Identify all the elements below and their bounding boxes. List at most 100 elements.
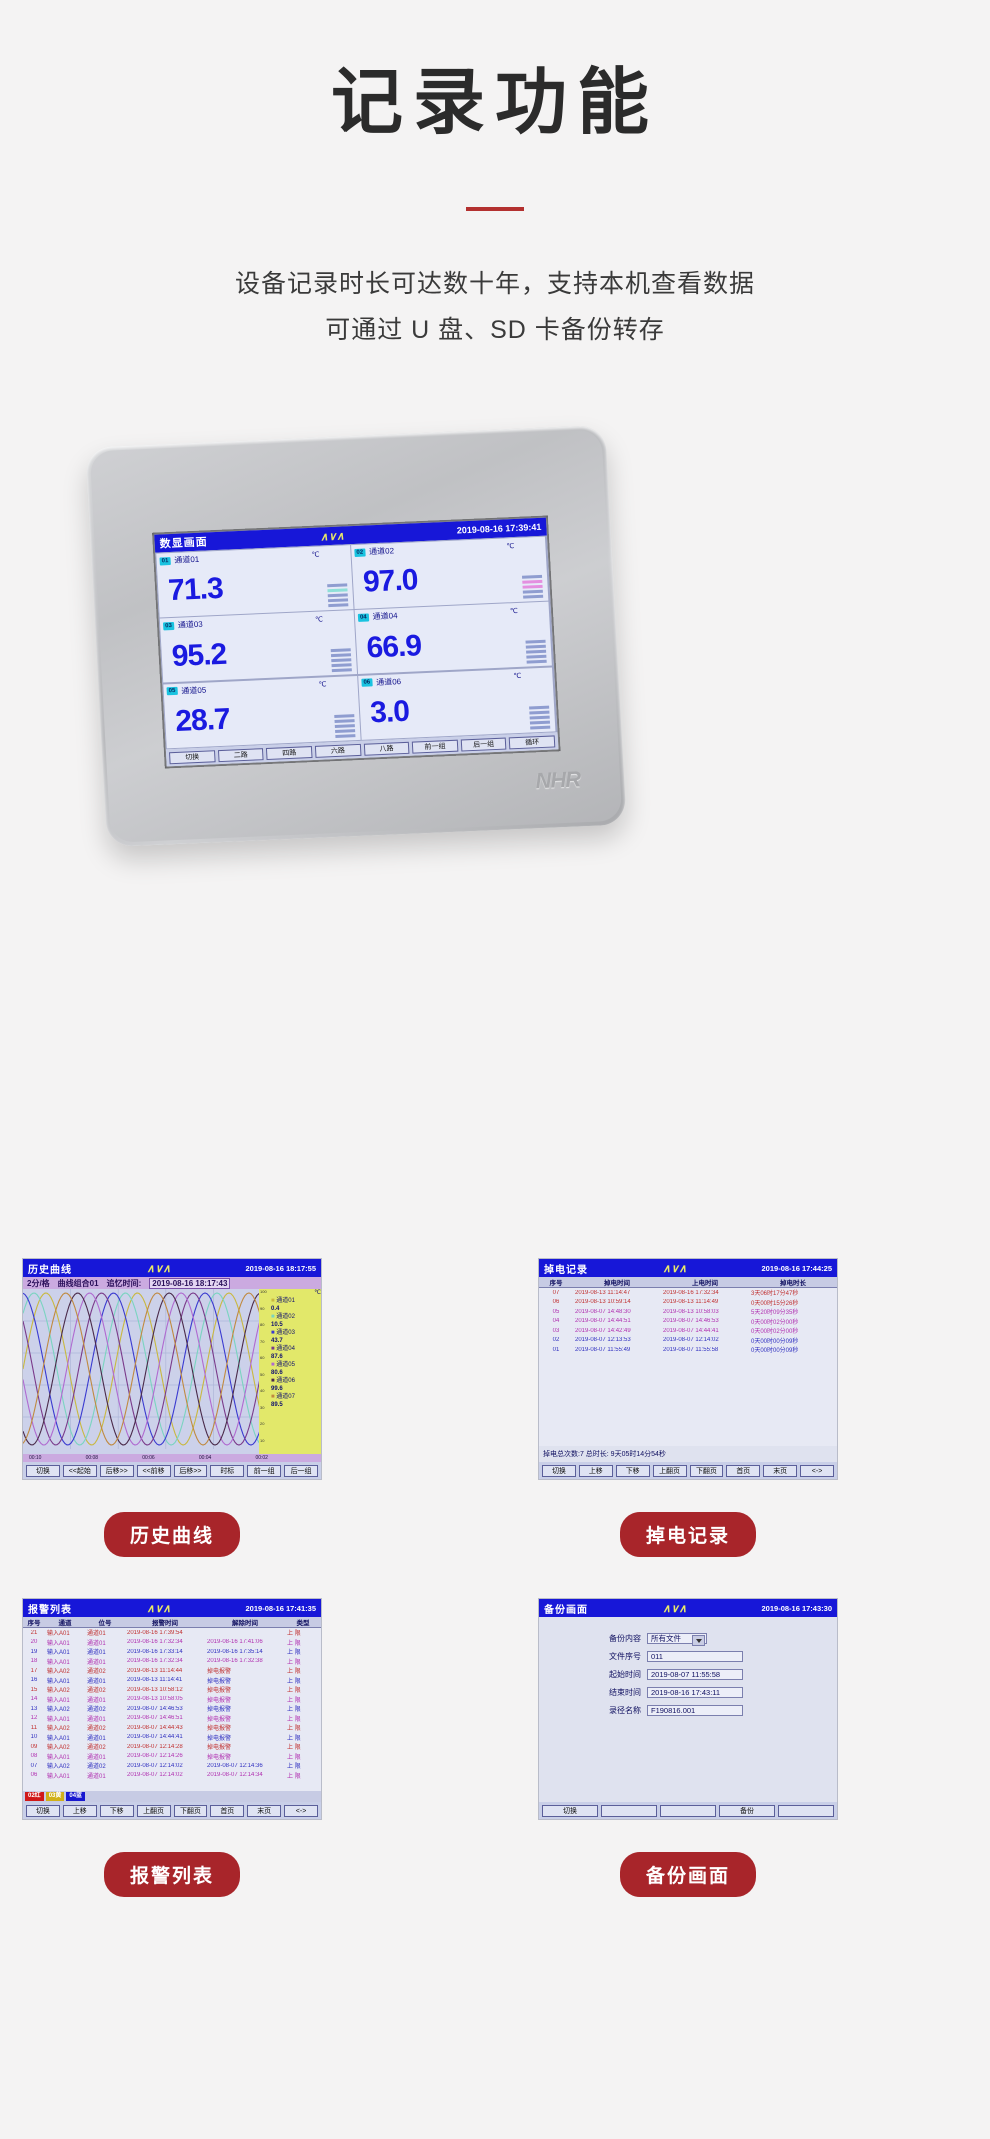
hc-button-bar[interactable]: 切换 <<起始 后移>> <<前移 后移>> 时标 前一组 后一组 [23,1462,321,1479]
curve-trace [23,1292,259,1446]
screen-button[interactable]: 首页 [210,1804,245,1817]
screen-button[interactable]: 切换 [168,749,216,764]
table-cell: 2019-08-07 14:48:30 [575,1308,631,1315]
hc-recall-time[interactable]: 2019-08-16 18:17:43 [149,1277,231,1289]
field-input[interactable]: F190816.001 [647,1705,743,1716]
screen-button[interactable] [660,1804,716,1817]
table-row[interactable]: 03 2019-08-07 14:42:49 2019-08-07 14:44:41… [539,1326,837,1336]
screen-button[interactable]: 上翻页 [136,1804,171,1817]
table-row[interactable]: 04 2019-08-07 14:44:51 2019-08-07 14:46:53… [539,1317,837,1327]
table-row[interactable]: 09 输入A02 通道02 2019-08-07 12:14:28 掉电报警 上 限 [23,1742,321,1752]
screen-button[interactable]: 后一组 [284,1464,318,1477]
table-row[interactable]: 07 输入A02 通道02 2019-08-07 12:14:02 2019-08-07… [23,1761,321,1771]
screen-button[interactable]: 下翻页 [689,1464,724,1477]
pl-button-bar[interactable]: 切换 上移 下移 上翻页 下翻页 首页 末页 <-> [539,1462,837,1479]
screen-button[interactable]: 四路 [266,745,313,760]
screen-button[interactable]: 下移 [615,1464,650,1477]
screen-button[interactable]: 切换 [542,1804,598,1817]
column-header: 类型 [296,1620,310,1627]
channel-cell[interactable]: 06 通道06 ℃ 3.0 [358,667,556,740]
table-row[interactable]: 06 2019-08-13 10:59:14 2019-08-13 11:14:49… [539,1298,837,1308]
table-row[interactable]: 05 2019-08-07 14:48:30 2019-08-13 10:58:03… [539,1307,837,1317]
table-row[interactable]: 20 输入A01 通道01 2019-08-16 17:32:34 2019-08-16… [23,1638,321,1648]
screen-button[interactable]: 上翻页 [652,1464,687,1477]
screen-button[interactable]: 下翻页 [173,1804,208,1817]
thumb-alarm-list[interactable]: 报警列表 ∧∨∧ 2019-08-16 17:41:35 序号 通道 位号 报警时间 解… [22,1598,322,1897]
screen-button[interactable]: 切换 [26,1464,60,1477]
channel-cell[interactable]: 04 通道04 ℃ 66.9 [354,601,552,675]
screen-button[interactable] [601,1804,657,1817]
curve-trace [23,1292,259,1446]
table-cell: 输入A02 [47,1764,70,1771]
table-row[interactable]: 07 2019-08-13 11:14:47 2019-08-16 17:32:34… [539,1288,837,1298]
thumb-history-curve[interactable]: 历史曲线 ∧∨∧ 2019-08-16 18:17:55 2分/格 曲线组合01… [22,1258,322,1557]
field-input[interactable]: 2019-08-07 11:55:58 [647,1669,743,1680]
table-row[interactable]: 16 输入A01 通道01 2019-08-13 11:14:41 掉电报警 上 限 [23,1676,321,1686]
table-row[interactable]: 17 输入A02 通道02 2019-08-13 11:14:44 掉电报警 上 限 [23,1666,321,1676]
screen-button[interactable]: 首页 [726,1464,761,1477]
table-row[interactable]: 21 输入A01 通道01 2019-08-16 17:39:54 上 限 [23,1628,321,1638]
screen-button[interactable]: 前一组 [411,739,459,754]
table-row[interactable]: 14 输入A01 通道01 2019-08-13 10:58:05 掉电报警 上 限 [23,1695,321,1705]
table-cell: 上 限 [287,1640,301,1647]
screen-button[interactable]: <-> [284,1804,318,1817]
field-input[interactable]: 2019-08-16 17:43:11 [647,1687,743,1698]
table-cell: 05 [552,1308,560,1315]
table-cell: 2019-08-16 17:33:14 [127,1648,183,1655]
screen-button[interactable]: 下移 [99,1804,134,1817]
screen-button[interactable]: 备份 [719,1804,775,1817]
table-row[interactable]: 11 输入A02 通道02 2019-08-07 14:44:43 掉电报警 上 限 [23,1723,321,1733]
page-title: 记录功能 [330,63,659,143]
table-row[interactable]: 02 2019-08-07 12:13:53 2019-08-07 12:14:02… [539,1336,837,1346]
column-header: 掉电时长 [780,1280,806,1287]
table-row[interactable]: 12 输入A01 通道01 2019-08-07 14:46:51 掉电报警 上 限 [23,1714,321,1724]
screen-button[interactable]: 后移>> [99,1464,134,1477]
channel-cell[interactable]: 03 通道03 ℃ 95.2 [159,610,358,683]
table-cell: 2019-08-13 11:14:47 [575,1289,631,1296]
table-cell: 2019-08-07 12:13:53 [575,1337,631,1344]
table-row[interactable]: 10 输入A01 通道01 2019-08-07 14:44:41 掉电报警 上 限 [23,1733,321,1743]
screen-button[interactable]: 前一组 [247,1464,282,1477]
table-cell: 掉电报警 [207,1726,232,1733]
field-input[interactable]: 011 [647,1651,743,1662]
y-tick-label: 70 [260,1338,265,1344]
screen-button[interactable]: 二路 [217,747,264,762]
screen-button[interactable]: 时标 [210,1464,245,1477]
field-select[interactable]: 所有文件 [647,1633,707,1646]
bk-button-bar[interactable]: 切换 备份 [539,1802,837,1819]
table-row[interactable]: 08 输入A01 通道01 2019-08-07 12:14:26 掉电报警 上 限 [23,1752,321,1762]
channel-cell[interactable]: 02 通道02 ℃ 97.0 [351,536,549,610]
table-row[interactable]: 15 输入A02 通道02 2019-08-13 10:58:12 掉电报警 上 限 [23,1685,321,1695]
screen-button[interactable]: 上移 [578,1464,613,1477]
table-cell: 输入A01 [47,1773,70,1780]
thumb-backup[interactable]: 备份画面 ∧∨∧ 2019-08-16 17:43:30 备份内容 所有文件 文件序… [538,1598,838,1897]
channel-cell[interactable]: 05 通道05 ℃ 28.7 [163,675,361,748]
screen-button[interactable]: 六路 [314,743,361,758]
thumb-power-log[interactable]: 掉电记录 ∧∨∧ 2019-08-16 17:44:25 序号 掉电时间 上电时间掉… [538,1258,838,1557]
channel-cell[interactable]: 01 通道01 ℃ 71.3 [156,545,354,618]
screen-button[interactable]: 循环 [509,734,556,749]
screen-button[interactable]: 末页 [763,1464,798,1477]
table-cell: 07 [30,1762,38,1769]
channel-value: 3.0 [369,694,410,730]
al-button-bar[interactable]: 切换 上移 下移 上翻页 下翻页 首页 末页 <-> [23,1802,321,1819]
table-cell: 20 [30,1639,38,1646]
screen-button[interactable]: 八路 [363,741,410,756]
table-row[interactable]: 18 输入A01 通道01 2019-08-16 17:32:34 2019-08-16… [23,1657,321,1667]
screen-button[interactable]: 切换 [542,1464,576,1477]
table-row[interactable]: 01 2019-08-07 11:55:49 2019-08-07 11:55:58… [539,1345,837,1355]
screen-button[interactable]: 后移>> [173,1464,208,1477]
table-row[interactable]: 19 输入A01 通道01 2019-08-16 17:33:14 2019-08-16… [23,1647,321,1657]
screen-button[interactable]: <<前移 [136,1464,171,1477]
table-row[interactable]: 13 输入A02 通道02 2019-08-07 14:46:53 掉电报警 上 限 [23,1704,321,1714]
screen-button[interactable]: 后一组 [460,737,507,752]
table-row[interactable]: 06 输入A01 通道01 2019-08-07 12:14:02 2019-08-07… [23,1771,321,1781]
screen-button[interactable]: 切换 [26,1804,60,1817]
al-status-flags: 02红 03黄 04蓝 [23,1791,321,1802]
screen-button[interactable]: <<起始 [62,1464,97,1477]
screen-button[interactable]: 上移 [62,1804,97,1817]
screen-button[interactable] [778,1804,834,1817]
screen-button[interactable]: <-> [800,1464,834,1477]
screen-button[interactable]: 末页 [247,1804,282,1817]
table-cell: 上 限 [287,1650,301,1657]
